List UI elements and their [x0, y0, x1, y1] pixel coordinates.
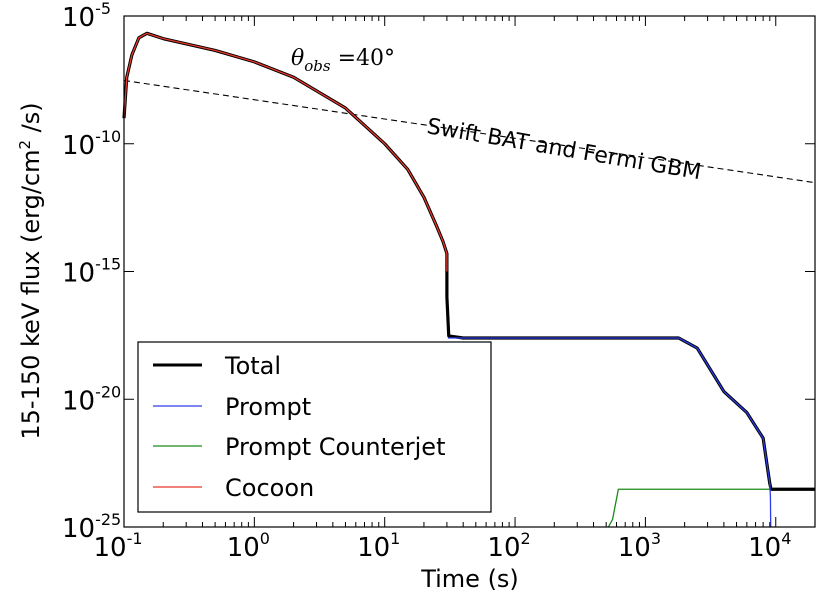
- theta-symbol: θ: [291, 46, 304, 71]
- y-tick-base: 10: [62, 514, 95, 544]
- x-tick-label: 10-1: [93, 529, 142, 563]
- y-tick-label: 10-20: [62, 382, 121, 416]
- y-tick-exponent: -25: [95, 510, 121, 529]
- legend-label-total: Total: [224, 352, 281, 380]
- series-prompt-counterjet: [607, 488, 815, 528]
- series-cocoon: [123, 32, 448, 272]
- x-tick-label: 104: [748, 529, 791, 563]
- x-tick-label: 102: [487, 529, 530, 563]
- y-tick-label: 10-25: [62, 510, 121, 544]
- theta-subscript: obs: [304, 57, 331, 75]
- theta-value: =40°: [331, 46, 395, 71]
- y-tick-exponent: -10: [95, 127, 121, 146]
- x-tick-label: 101: [357, 529, 400, 563]
- x-tick-exponent: 4: [781, 529, 791, 548]
- y-tick-base: 10: [62, 3, 95, 33]
- x-tick-exponent: 3: [651, 529, 661, 548]
- x-tick-base: 10: [93, 533, 126, 563]
- y-axis-title-sup: 2: [16, 140, 34, 150]
- legend-box: [137, 341, 492, 513]
- legend-label-prompt: Prompt: [225, 393, 311, 421]
- series-layer: [122, 31, 816, 528]
- legend-label-cocoon: Cocoon: [225, 474, 314, 502]
- y-axis-title-main: 15-150 keV flux (erg/cm: [17, 150, 45, 440]
- x-tick-exponent: 1: [390, 529, 400, 548]
- x-tick-base: 10: [227, 533, 260, 563]
- y-tick-base: 10: [62, 259, 95, 289]
- x-tick-labels: 10-1 100 101 102 103 104: [93, 529, 791, 563]
- y-axis-title: 15-150 keV flux (erg/cm2 /s): [16, 102, 45, 439]
- x-tick-exponent: -1: [127, 529, 143, 548]
- y-tick-label: 10-15: [62, 255, 121, 289]
- y-axis-title-tail: /s): [17, 102, 45, 140]
- series-swift-bat-and-fermi-gbm: [123, 79, 816, 184]
- x-tick-exponent: 2: [521, 529, 531, 548]
- x-tick-base: 10: [748, 533, 781, 563]
- ticks-layer: [123, 15, 816, 528]
- x-tick-base: 10: [357, 533, 390, 563]
- y-tick-exponent: -15: [95, 255, 121, 274]
- x-tick-base: 10: [487, 533, 520, 563]
- y-tick-exponent: -5: [95, 0, 111, 18]
- y-tick-base: 10: [62, 131, 95, 161]
- series-prompt: [447, 337, 772, 528]
- x-axis-title: Time (s): [420, 565, 519, 593]
- x-tick-base: 10: [618, 533, 651, 563]
- legend-label-prompt-counterjet: Prompt Counterjet: [225, 433, 445, 461]
- x-tick-label: 103: [618, 529, 661, 563]
- x-tick-exponent: 0: [260, 529, 270, 548]
- x-tick-label: 100: [227, 529, 270, 563]
- y-tick-label: 10-5: [62, 0, 111, 33]
- y-tick-exponent: -20: [95, 382, 121, 401]
- legend: Total Prompt Prompt Counterjet Cocoon: [137, 341, 492, 513]
- theta-annotation: θobs =40°: [291, 46, 395, 75]
- y-tick-label: 10-10: [62, 127, 121, 161]
- y-tick-base: 10: [62, 386, 95, 416]
